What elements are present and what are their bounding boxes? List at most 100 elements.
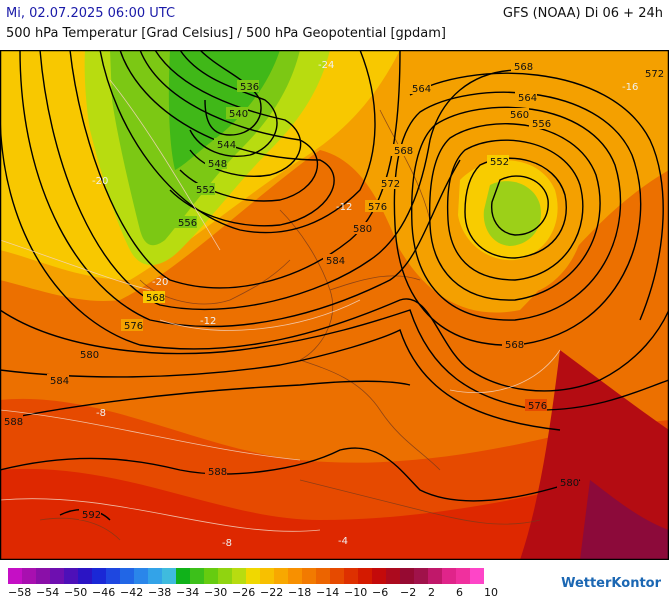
legend-label: −30 xyxy=(204,586,228,599)
legend-swatch xyxy=(414,568,428,584)
contour-label-572-east: 572 xyxy=(645,69,664,80)
legend-swatch xyxy=(386,568,400,584)
contour-label-548: 548 xyxy=(208,159,227,170)
model-run-label: GFS (NOAA) Di 06 + 24h xyxy=(502,6,663,21)
contour-label-568-south: 568 xyxy=(505,340,524,351)
isotherm-label-minus20-west: -20 xyxy=(92,176,108,187)
legend-swatch xyxy=(358,568,372,584)
coastlines xyxy=(39,109,541,541)
header: Mi, 02.07.2025 06:00 UTC GFS (NOAA) Di 0… xyxy=(0,0,669,50)
isotherm-label-minus20-tip: -20 xyxy=(152,277,168,288)
legend-swatch xyxy=(428,568,442,584)
legend-swatch xyxy=(148,568,162,584)
legend-swatch xyxy=(204,568,218,584)
contour-label-536: 536 xyxy=(240,82,259,93)
legend-label: −46 xyxy=(92,586,116,599)
legend-swatch xyxy=(176,568,190,584)
contour-label-564-north: 564 xyxy=(412,84,431,95)
legend-swatch xyxy=(106,568,120,584)
legend-swatch xyxy=(218,568,232,584)
map-title: 500 hPa Temperatur [Grad Celsius] / 500 … xyxy=(6,26,447,41)
legend-swatch xyxy=(344,568,358,584)
legend-label: −26 xyxy=(232,586,256,599)
legend-swatch xyxy=(78,568,92,584)
isotherm-label-minus8: -8 xyxy=(96,408,106,419)
contour-label-552-low: 552 xyxy=(490,157,509,168)
legend-swatch xyxy=(470,568,484,584)
legend-label: −10 xyxy=(344,586,368,599)
legend-label: −14 xyxy=(316,586,340,599)
legend-swatch xyxy=(330,568,344,584)
contour-label-572-mid: 572 xyxy=(381,179,400,190)
isotherm-label-minus12: -12 xyxy=(336,202,352,213)
legend-swatch xyxy=(190,568,204,584)
wetterkontor-logo: WetterKontor xyxy=(561,576,661,591)
legend-swatch xyxy=(120,568,134,584)
legend-label: −38 xyxy=(148,586,172,599)
geopotential-contours xyxy=(0,50,669,521)
contour-label-588-south: 588 xyxy=(208,467,227,478)
forecast-datetime: Mi, 02.07.2025 06:00 UTC xyxy=(6,6,176,21)
isotherms xyxy=(0,79,561,532)
contour-label-576-south: 576 xyxy=(528,401,547,412)
contour-label-544: 544 xyxy=(217,140,236,151)
color-legend xyxy=(8,568,484,584)
legend-swatch xyxy=(442,568,456,584)
contour-labels: 536 540 544 548 552 556 568 576 580 584 … xyxy=(1,60,664,521)
legend-swatch xyxy=(64,568,78,584)
legend-swatch xyxy=(400,568,414,584)
isotherm-labels: -24 -20 -20 -16 -12 -12 -8 -8 -4 xyxy=(92,60,638,549)
temp-band-plus2 xyxy=(580,480,669,560)
legend-swatch xyxy=(232,568,246,584)
legend-label: −22 xyxy=(260,586,284,599)
contour-label-584-west: 584 xyxy=(50,376,69,387)
cold-core-green xyxy=(483,181,541,246)
isotherm-label-minus16: -16 xyxy=(622,82,638,93)
isotherm-label-minus12-west: -12 xyxy=(200,316,216,327)
contour-label-556-west: 556 xyxy=(178,218,197,229)
legend-label: 6 xyxy=(456,586,463,599)
contour-label-568-west: 568 xyxy=(146,293,165,304)
legend-label: 10 xyxy=(484,586,498,599)
contour-label-576-mid: 576 xyxy=(368,202,387,213)
legend-label: −2 xyxy=(400,586,417,599)
contour-label-580-mid: 580 xyxy=(353,224,372,235)
legend-swatch xyxy=(8,568,22,584)
legend-swatch xyxy=(316,568,330,584)
temp-band-minus6 xyxy=(0,468,669,560)
legend-swatch xyxy=(162,568,176,584)
contour-label-552-west: 552 xyxy=(196,185,215,196)
legend-label: −6 xyxy=(372,586,389,599)
isotherm-label-minus24: -24 xyxy=(318,60,334,71)
contour-label-540: 540 xyxy=(229,109,248,120)
legend-label: 2 xyxy=(428,586,435,599)
legend-label: −42 xyxy=(120,586,144,599)
contour-label-576-west: 576 xyxy=(124,321,143,332)
legend-swatch xyxy=(36,568,50,584)
temp-band-minus2 xyxy=(520,350,669,560)
legend-swatch xyxy=(134,568,148,584)
legend-swatch xyxy=(50,568,64,584)
contour-label-584-mid: 584 xyxy=(326,256,345,267)
contour-label-580-west: 580 xyxy=(80,350,99,361)
legend-swatch xyxy=(246,568,260,584)
legend-label: −54 xyxy=(36,586,60,599)
contour-label-568-mid: 568 xyxy=(394,146,413,157)
contour-label-568-north: 568 xyxy=(514,62,533,73)
legend-swatch xyxy=(92,568,106,584)
contour-label-588-west: 588 xyxy=(4,417,23,428)
legend-label: −50 xyxy=(64,586,88,599)
weather-map: 536 540 544 548 552 556 568 576 580 584 … xyxy=(0,50,669,560)
legend-label: −58 xyxy=(8,586,32,599)
legend-label: −34 xyxy=(176,586,200,599)
legend-swatch xyxy=(302,568,316,584)
contour-label-564-low: 564 xyxy=(518,93,537,104)
legend-label: −18 xyxy=(288,586,312,599)
contour-label-592: 592 xyxy=(82,510,101,521)
contour-label-580-south: 580 xyxy=(560,478,579,489)
legend-swatch xyxy=(260,568,274,584)
contour-label-560-low: 560 xyxy=(510,110,529,121)
isotherm-label-minus8-south: -8 xyxy=(222,538,232,549)
legend-swatch xyxy=(456,568,470,584)
legend-swatch xyxy=(372,568,386,584)
